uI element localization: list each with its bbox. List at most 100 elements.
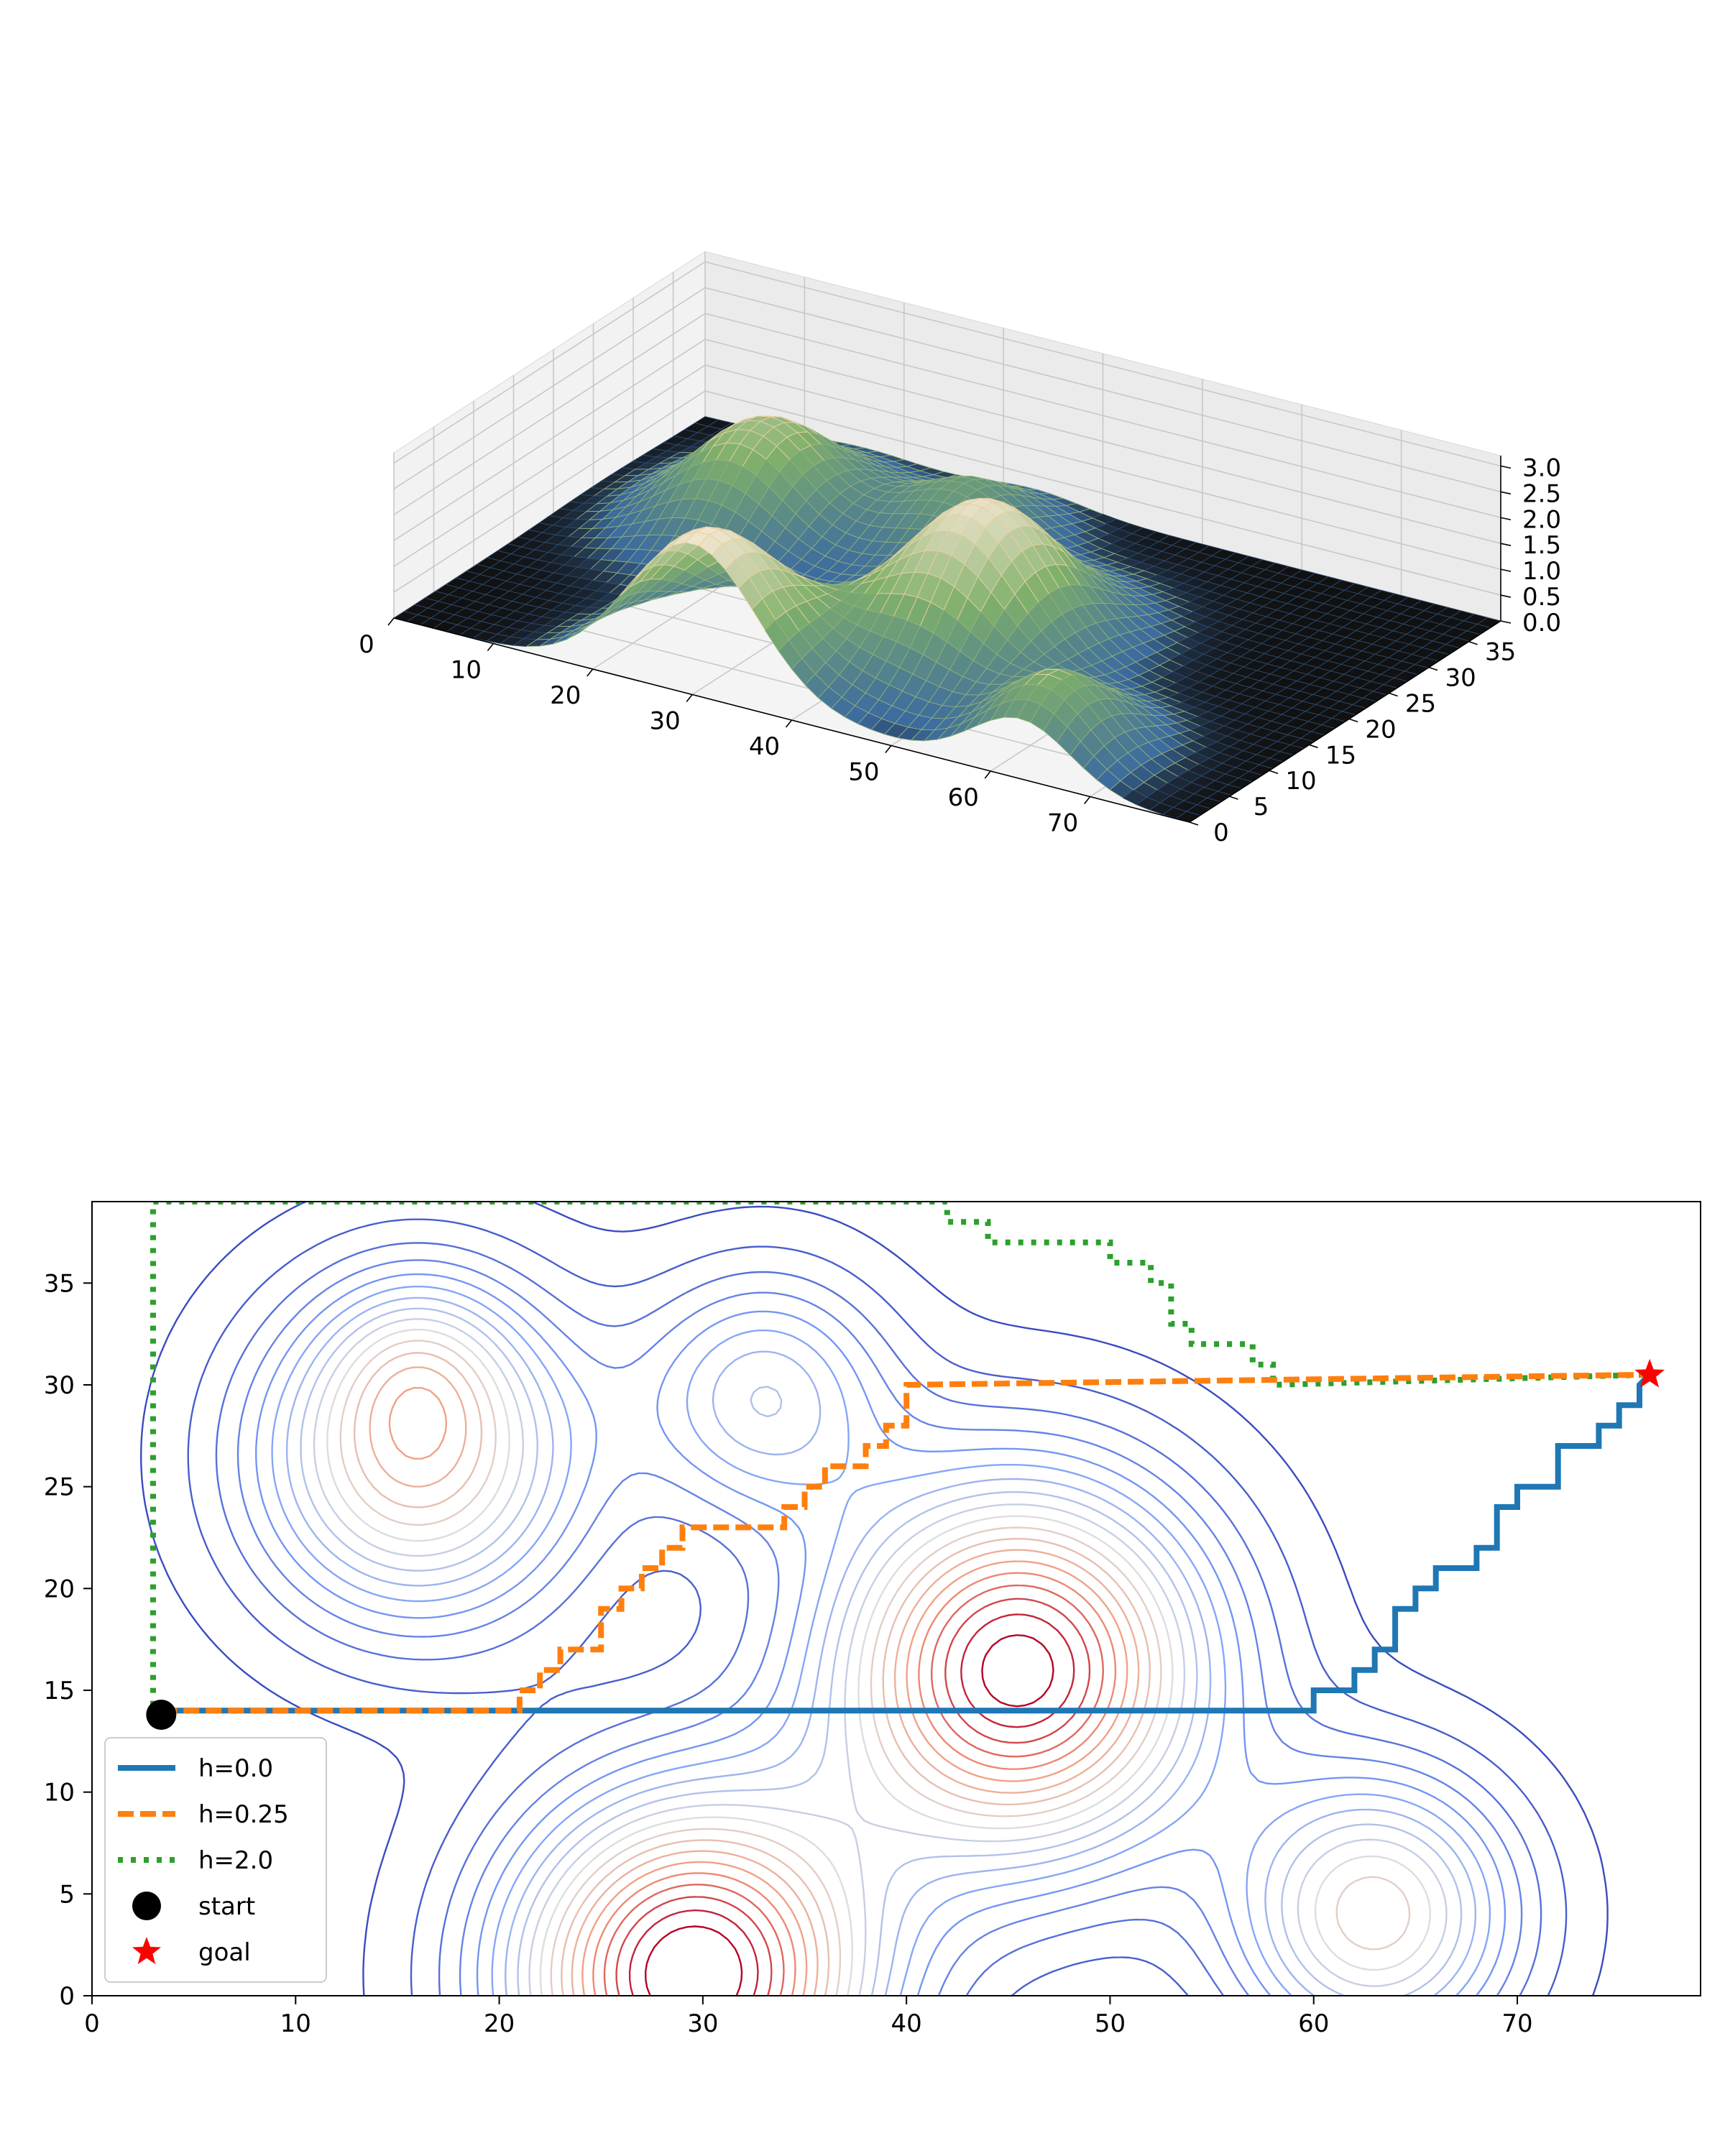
surface-x-tick (387, 617, 395, 626)
surface-gridline (704, 313, 1501, 519)
legend-label: h=0.25 (198, 1800, 289, 1829)
surface-gridline (393, 364, 706, 567)
surface-z-tick-label: 0.0 (1522, 609, 1561, 637)
surface-gridline (393, 338, 706, 541)
x-tick-label: 0 (84, 2009, 100, 2038)
path-h-0-25 (161, 1371, 1650, 1714)
surface-y-tick-label: 20 (1365, 715, 1396, 744)
contour-plot-area (92, 1202, 1701, 1996)
surface-z-tick (1500, 465, 1512, 469)
x-tick-label: 20 (484, 2009, 515, 2038)
surface-x-tick (984, 770, 991, 779)
contour-lines (140, 1202, 1609, 1996)
contour-level (313, 1318, 1448, 1996)
surface-x-tick (785, 719, 793, 728)
goal-marker (1634, 1358, 1665, 1388)
x-tick-label: 40 (891, 2009, 922, 2038)
contour-level (645, 1634, 1054, 1996)
surface-y-axis (1189, 620, 1501, 823)
surface-z-tick-label: 0.5 (1522, 583, 1561, 612)
start-marker (146, 1700, 177, 1730)
surface-gridline (704, 287, 1501, 493)
legend-box (104, 1737, 327, 1983)
surface-gridline (704, 261, 1501, 467)
surface-y-tick (1269, 770, 1279, 774)
y-tick-label: 0 (59, 1982, 75, 2011)
contour-level (603, 1584, 1104, 1996)
surface-y-tick-label: 10 (1285, 767, 1316, 796)
surface-x-tick-label: 70 (1047, 809, 1078, 838)
contour-level (369, 1366, 1140, 1996)
surface-y-tick-label: 25 (1405, 690, 1436, 719)
surface-y-tick (1389, 692, 1398, 697)
legend-label: start (198, 1892, 255, 1921)
surface-x-tick (1084, 796, 1091, 804)
y-tick-label: 35 (44, 1269, 75, 1298)
y-tick-label: 10 (44, 1779, 75, 1807)
contour-2d-plot: 0 10 20 30 40 50 60 70 0 5 10 15 20 25 30 35 h=0.0 h=0.2… (44, 1201, 1701, 2038)
surface-x-tick-label: 30 (649, 707, 680, 736)
surface-gridline (393, 287, 706, 489)
x-tick-label: 10 (280, 2009, 311, 2038)
surface-z-tick (1500, 491, 1512, 495)
contour-level (353, 1352, 1151, 1996)
surface-gridline (393, 313, 706, 515)
surface-z-tick-label: 3.0 (1522, 453, 1561, 482)
x-tick-label: 70 (1501, 2009, 1532, 2038)
path-markers (146, 1358, 1665, 1730)
contour-level (236, 1259, 1523, 1996)
surface-z-tick-label: 2.5 (1522, 479, 1561, 508)
y-tick-label: 15 (44, 1677, 75, 1705)
x-tick-label: 30 (687, 2009, 718, 2038)
contour-level (140, 1202, 1609, 1996)
contour-level (285, 1296, 1477, 1996)
x-tick-label: 50 (1095, 2009, 1126, 2038)
contour-axes: 0 10 20 30 40 50 60 70 0 5 10 15 20 25 30 35 (44, 1269, 1533, 2038)
contour-level (339, 1340, 1411, 1996)
surface-x-tick-label: 10 (451, 656, 482, 685)
surface-y-tick-label: 0 (1213, 819, 1229, 847)
surface-y-tick-label: 5 (1254, 793, 1269, 821)
surface-y-tick (1468, 640, 1478, 645)
y-tick-label: 5 (59, 1880, 75, 1909)
surface-x-tick-label: 0 (359, 630, 374, 659)
surface-y-tick-label: 30 (1445, 664, 1476, 693)
surface-z-tick (1500, 543, 1512, 546)
surface-y-tick-label: 35 (1485, 638, 1516, 667)
surface-y-tick (1309, 744, 1318, 749)
surface-x-tick (686, 694, 693, 702)
contour-level (255, 1273, 1506, 1996)
legend-label: goal (198, 1938, 251, 1967)
y-tick-label: 20 (44, 1575, 75, 1603)
contour-level (326, 1328, 1431, 1996)
surface-z-tick (1500, 594, 1512, 598)
surface-gridline (704, 364, 1501, 570)
x-tick-label: 60 (1298, 2009, 1329, 2038)
surface-x-tick-label: 20 (550, 681, 581, 710)
surface-y-tick (1189, 821, 1199, 826)
legend-swatch (132, 1892, 161, 1920)
surface-x-tick-label: 60 (948, 783, 979, 812)
path-h-2-0 (150, 1202, 1650, 1714)
surface-z-tick (1500, 620, 1512, 624)
legend-label: h=2.0 (198, 1846, 273, 1875)
surface-z-tick-label: 1.0 (1522, 557, 1561, 586)
legend-label: h=0.0 (198, 1754, 273, 1783)
surface-mesh (392, 415, 1502, 823)
surface-z-tick (1500, 517, 1512, 521)
surface-y-tick (1348, 718, 1358, 723)
surface-y-tick-label: 15 (1325, 741, 1356, 770)
contour-level (300, 1307, 1463, 1996)
surface-z-tick-label: 2.0 (1522, 505, 1561, 534)
legend: h=0.0 h=0.25 h=2.0 start goal (104, 1737, 327, 1983)
y-tick-label: 30 (44, 1371, 75, 1400)
surface-x-tick (885, 745, 892, 753)
legend-swatch (132, 1937, 161, 1964)
contour-level (592, 1572, 1117, 1996)
surface-z-tick (1500, 568, 1512, 572)
surface-x-tick-label: 50 (848, 758, 879, 787)
surface-gridline (704, 390, 1501, 596)
surface-y-tick (1428, 666, 1438, 671)
